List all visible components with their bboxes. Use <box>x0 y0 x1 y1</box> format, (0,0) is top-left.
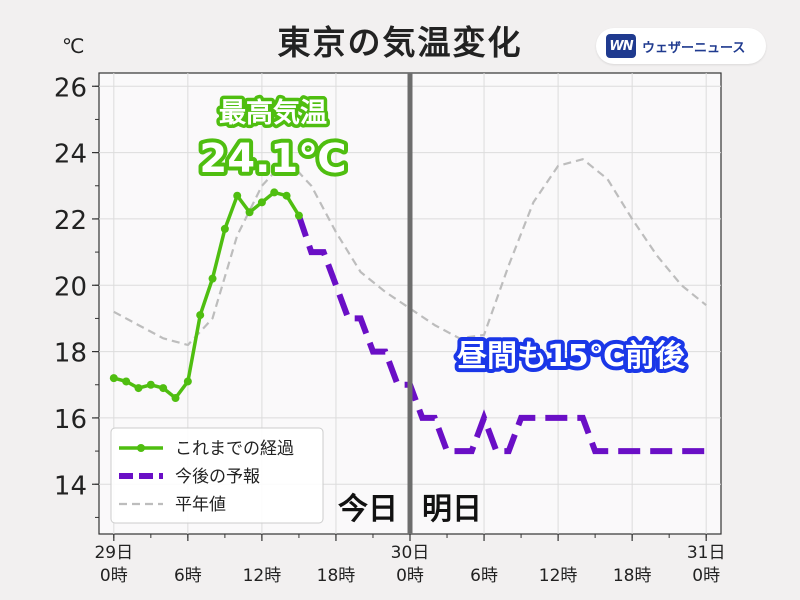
x-tick-hour-label: 18時 <box>317 566 356 586</box>
observed-temperature-line <box>113 190 301 400</box>
observed-temperature-point <box>109 374 118 383</box>
x-tick-hour-label: 0時 <box>692 566 720 586</box>
x-tick-date-label: 30日 <box>391 543 430 563</box>
max-temp-label: 最高気温 <box>219 97 327 129</box>
y-tick-label: 16 <box>54 405 87 435</box>
x-tick-date-label: 29日 <box>94 543 133 563</box>
legend-label: 今後の予報 <box>175 467 260 487</box>
observed-temperature-point <box>171 394 180 403</box>
max-temp-value-outline: 24.1℃ <box>199 136 346 182</box>
legend-box <box>110 427 324 524</box>
y-tick-label: 26 <box>54 73 87 103</box>
observed-temperature-point <box>134 384 143 393</box>
legend-label: これまでの経過 <box>175 439 294 459</box>
weathernews-logo: WN ウェザーニュース <box>596 28 766 64</box>
daytime-note: 昼間も15℃前後 <box>457 339 686 374</box>
y-axis-unit: ℃ <box>62 34 85 58</box>
y-tick-label: 14 <box>54 471 87 501</box>
x-tick-hour-label: 6時 <box>174 566 202 586</box>
daytime-note-outline: 昼間も15℃前後 <box>457 339 686 374</box>
normal-temperature-line <box>113 158 707 347</box>
observed-temperature-point <box>282 191 291 200</box>
y-tick-label: 24 <box>54 140 87 170</box>
logo-badge-icon: WN <box>606 34 636 58</box>
x-tick-hour-label: 6時 <box>470 566 498 586</box>
observed-temperature-point <box>294 211 303 220</box>
observed-temperature-point <box>220 224 229 233</box>
observed-temperature-point <box>245 208 254 217</box>
legend-label: 平年値 <box>175 495 226 515</box>
today-label: 今日 <box>338 492 398 527</box>
logo-text: ウェザーニュース <box>642 40 746 56</box>
y-tick-label: 20 <box>54 272 87 302</box>
tomorrow-label: 明日 <box>422 492 482 527</box>
observed-temperature-point <box>159 384 168 393</box>
chart-title: 東京の気温変化 <box>277 23 523 62</box>
legend-observed-marker <box>137 444 145 452</box>
max-temp-value: 24.1℃ <box>199 136 346 182</box>
max-temp-label-outline: 最高気温 <box>219 97 327 129</box>
observed-temperature-point <box>257 198 266 207</box>
x-tick-hour-label: 12時 <box>539 566 578 586</box>
y-tick-label: 22 <box>54 206 87 236</box>
observed-temperature-point <box>146 380 155 389</box>
x-tick-hour-label: 0時 <box>396 566 424 586</box>
observed-temperature-point <box>196 311 205 320</box>
x-tick-date-label: 31日 <box>687 543 726 563</box>
x-tick-hour-label: 0時 <box>100 566 128 586</box>
observed-temperature-point <box>122 377 131 386</box>
observed-temperature-point <box>208 274 217 283</box>
observed-temperature-point <box>233 191 242 200</box>
observed-temperature-point <box>270 188 279 197</box>
observed-temperature-point <box>183 377 192 386</box>
forecast-temperature-line <box>296 214 707 455</box>
x-tick-hour-label: 18時 <box>613 566 652 586</box>
x-tick-hour-label: 12時 <box>243 566 282 586</box>
y-tick-label: 18 <box>54 339 87 369</box>
